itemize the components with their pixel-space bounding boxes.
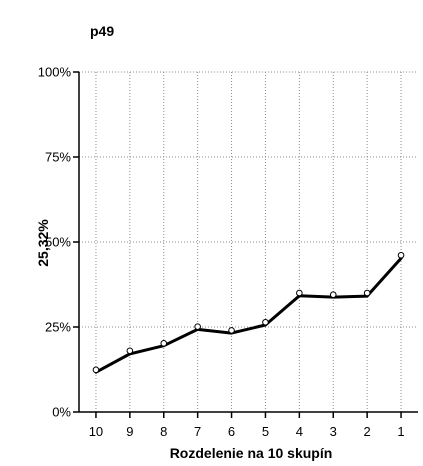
x-tick-label: 5 bbox=[262, 424, 269, 439]
y-tick-label: 50% bbox=[45, 235, 71, 250]
x-tick-label: 7 bbox=[194, 424, 201, 439]
y-tick-label: 0% bbox=[52, 405, 71, 420]
x-tick-label: 4 bbox=[296, 424, 303, 439]
tick-labels: 0% 25% 50% 75% 100% 10 9 8 7 6 5 4 3 2 1 bbox=[38, 65, 405, 440]
data-point bbox=[92, 366, 100, 374]
chart-title: p49 bbox=[90, 23, 114, 39]
series bbox=[92, 251, 405, 374]
x-tick-label: 1 bbox=[397, 424, 404, 439]
axes bbox=[73, 71, 418, 418]
x-tick-label: 3 bbox=[330, 424, 337, 439]
data-point bbox=[296, 289, 303, 297]
x-tick-label: 6 bbox=[228, 424, 235, 439]
x-tick-label: 10 bbox=[89, 424, 103, 439]
x-tick-label: 9 bbox=[126, 424, 133, 439]
data-point bbox=[126, 347, 134, 355]
x-axis-title: Rozdelenie na 10 skupín bbox=[170, 445, 333, 461]
series-line bbox=[94, 256, 403, 374]
data-point bbox=[194, 323, 201, 330]
data-point bbox=[160, 340, 168, 347]
data-point bbox=[262, 318, 269, 326]
data-point bbox=[363, 289, 371, 297]
x-tick-label: 2 bbox=[364, 424, 371, 439]
data-point bbox=[397, 251, 405, 259]
y-tick-label: 75% bbox=[45, 150, 71, 165]
grid bbox=[79, 71, 418, 412]
x-tick-label: 8 bbox=[160, 424, 167, 439]
y-tick-label: 100% bbox=[38, 65, 72, 80]
y-tick-label: 25% bbox=[45, 320, 71, 335]
data-point bbox=[228, 327, 235, 334]
data-point bbox=[329, 291, 337, 299]
y-axis-title: 25,32% bbox=[35, 219, 51, 267]
